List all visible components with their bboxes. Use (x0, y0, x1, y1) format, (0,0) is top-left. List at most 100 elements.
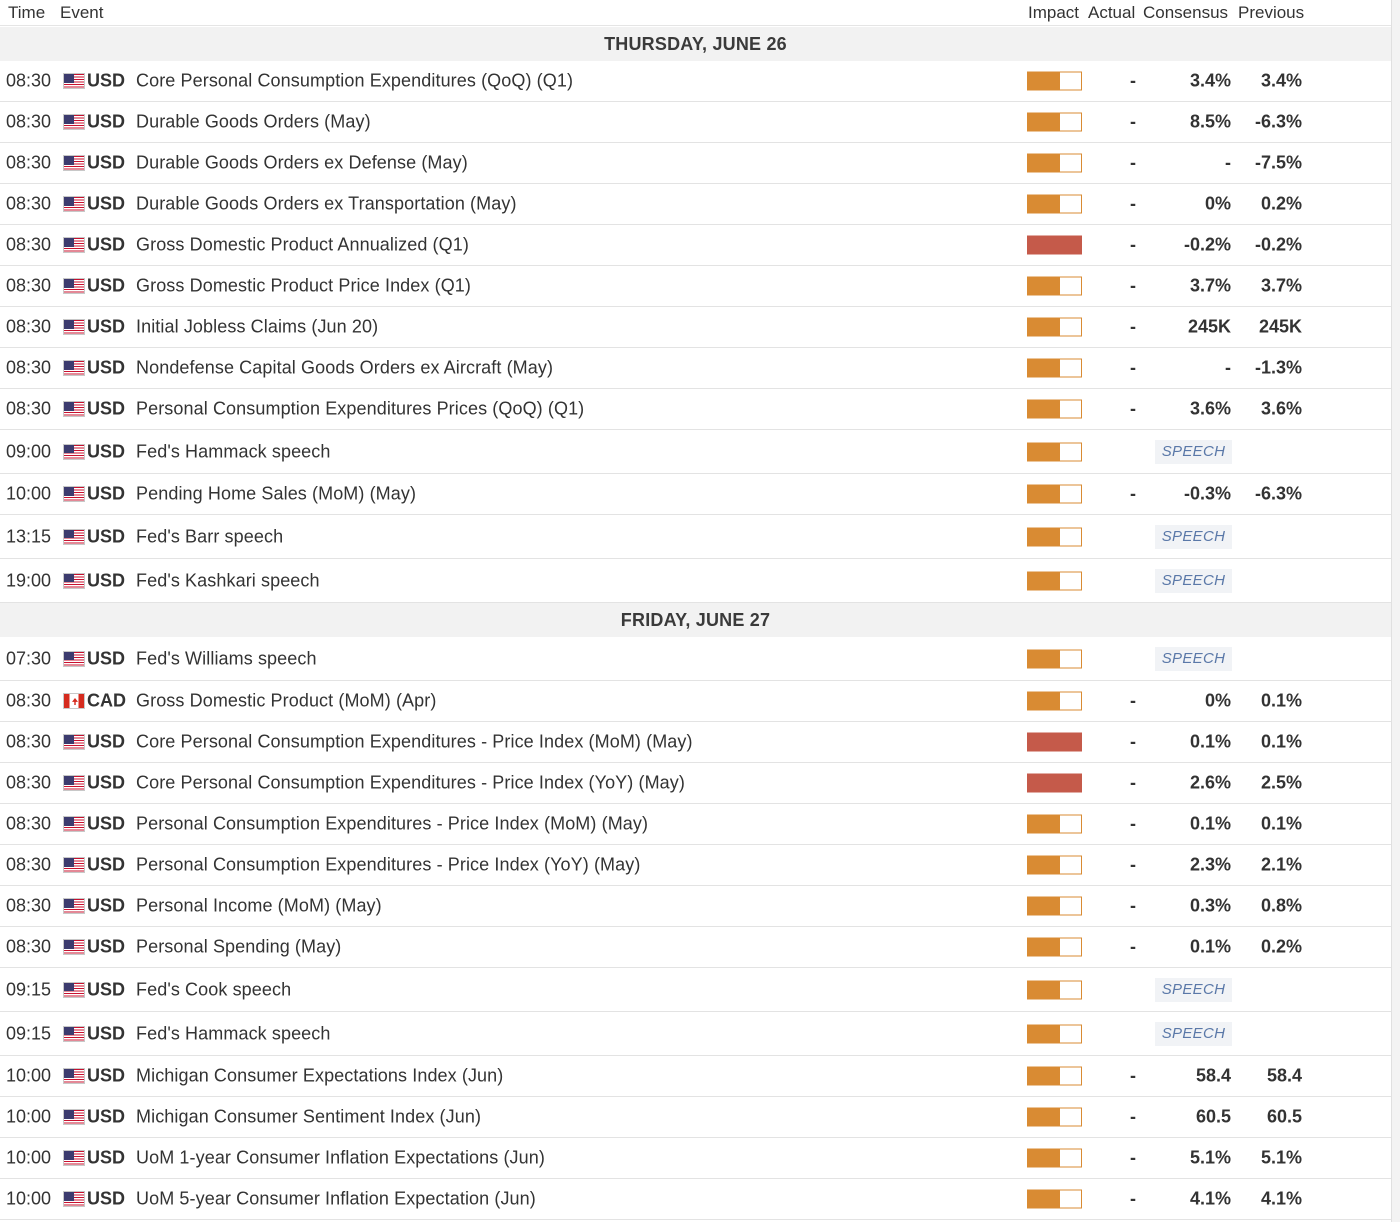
table-row[interactable]: 08:30 USD Personal Consumption Expenditure… (0, 845, 1391, 886)
column-header-time[interactable]: Time (8, 3, 46, 22)
table-row[interactable]: 08:30 USD Core Personal Consumption Expend… (0, 61, 1391, 102)
column-header-actual[interactable]: Actual (1088, 3, 1136, 22)
table-row[interactable]: 08:30 USD Durable Goods Orders ex Transpor… (0, 184, 1391, 225)
impact-fill (1028, 485, 1060, 503)
event-name[interactable]: UoM 5-year Consumer Inflation Expectatio… (136, 1188, 536, 1209)
vertical-scrollbar[interactable] (1391, 0, 1400, 1222)
impact-indicator (1027, 855, 1082, 875)
event-name[interactable]: Fed's Kashkari speech (136, 570, 320, 590)
impact-indicator (1027, 896, 1082, 916)
event-name[interactable]: Fed's Hammack speech (136, 441, 331, 461)
event-name[interactable]: UoM 1-year Consumer Inflation Expectatio… (136, 1147, 545, 1168)
impact-indicator (1027, 1189, 1082, 1209)
consensus-value: 60.5 (1195, 1106, 1231, 1127)
us-flag-icon (63, 775, 85, 791)
table-row[interactable]: 10:00 USD Pending Home Sales (MoM) (May) - -… (0, 474, 1391, 515)
table-row[interactable]: 08:30 USD Personal Spending (May) - 0.1% 0.2% (0, 927, 1391, 968)
event-name[interactable]: Personal Consumption Expenditures Prices… (136, 398, 585, 419)
previous-value: -1.3% (1254, 357, 1302, 378)
us-flag-icon (63, 443, 85, 460)
consensus-value: 8.5% (1189, 111, 1231, 132)
table-row[interactable]: 08:30 USD Initial Jobless Claims (Jun 20) -… (0, 307, 1391, 348)
table-row[interactable]: 09:15 USD Fed's Hammack speech SPEECH (0, 1012, 1391, 1056)
event-time: 08:30 (6, 731, 52, 752)
actual-value: - (1130, 111, 1136, 132)
event-time: 09:15 (6, 1023, 52, 1043)
previous-value: 0.1% (1260, 813, 1302, 834)
table-row[interactable]: 10:00 USD UoM 5-year Consumer Inflation Ex… (0, 1179, 1391, 1220)
event-time: 13:15 (6, 526, 52, 546)
impact-indicator (1027, 442, 1082, 461)
us-flag-icon (63, 1109, 85, 1125)
event-name[interactable]: Fed's Barr speech (136, 526, 284, 546)
impact-indicator (1027, 649, 1082, 668)
impact-indicator (1027, 235, 1082, 255)
event-name[interactable]: Core Personal Consumption Expenditures -… (136, 731, 693, 752)
event-name[interactable]: Personal Spending (May) (136, 936, 342, 957)
table-row[interactable]: 08:30 USD Personal Consumption Expenditure… (0, 804, 1391, 845)
table-row[interactable]: 08:30 USD Personal Consumption Expenditure… (0, 389, 1391, 430)
impact-fill (1028, 650, 1060, 667)
currency-code: USD (87, 570, 126, 590)
us-flag-icon (63, 528, 85, 545)
event-name[interactable]: Fed's Williams speech (136, 648, 317, 668)
event-name[interactable]: Core Personal Consumption Expenditures -… (136, 772, 685, 793)
event-name[interactable]: Gross Domestic Product Price Index (Q1) (136, 275, 472, 296)
table-row[interactable]: 19:00 USD Fed's Kashkari speech SPEECH (0, 559, 1391, 603)
speech-badge: SPEECH (1155, 524, 1232, 549)
table-row[interactable]: 08:30 USD Durable Goods Orders ex Defense … (0, 143, 1391, 184)
event-name[interactable]: Pending Home Sales (MoM) (May) (136, 483, 417, 504)
event-time: 08:30 (6, 357, 52, 378)
impact-indicator (1027, 153, 1082, 173)
event-name[interactable]: Core Personal Consumption Expenditures (… (136, 70, 574, 91)
event-name[interactable]: Gross Domestic Product (MoM) (Apr) (136, 690, 437, 711)
event-name[interactable]: Michigan Consumer Sentiment Index (Jun) (136, 1106, 482, 1127)
table-row[interactable]: 10:00 USD UoM 1-year Consumer Inflation Ex… (0, 1138, 1391, 1179)
event-time: 08:30 (6, 316, 52, 337)
previous-value: 5.1% (1260, 1147, 1302, 1168)
table-row[interactable]: 08:30 USD Core Personal Consumption Expend… (0, 722, 1391, 763)
event-name[interactable]: Durable Goods Orders (May) (136, 111, 371, 132)
column-header-previous[interactable]: Previous (1238, 3, 1305, 22)
event-name[interactable]: Personal Consumption Expenditures - Pric… (136, 854, 641, 875)
event-name[interactable]: Initial Jobless Claims (Jun 20) (136, 316, 379, 337)
actual-value: - (1130, 193, 1136, 214)
table-row[interactable]: 10:00 USD Michigan Consumer Sentiment Inde… (0, 1097, 1391, 1138)
table-row[interactable]: 08:30 USD Personal Income (MoM) (May) - 0.3%… (0, 886, 1391, 927)
column-header-consensus[interactable]: Consensus (1143, 3, 1229, 22)
actual-value: - (1130, 275, 1136, 296)
table-row[interactable]: 09:00 USD Fed's Hammack speech SPEECH (0, 430, 1391, 474)
table-row[interactable]: 08:30 USD Gross Domestic Product Price Ind… (0, 266, 1391, 307)
table-row[interactable]: 07:30 USD Fed's Williams speech SPEECH (0, 637, 1391, 681)
table-row[interactable]: 08:30 USD Core Personal Consumption Expend… (0, 763, 1391, 804)
table-row[interactable]: 08:30 USD Durable Goods Orders (May) - 8.5% -… (0, 102, 1391, 143)
previous-value: 2.1% (1260, 854, 1302, 875)
column-header-event[interactable]: Event (60, 3, 104, 22)
event-name[interactable]: Fed's Hammack speech (136, 1023, 331, 1043)
event-name[interactable]: Durable Goods Orders ex Transportation (… (136, 193, 517, 214)
event-name[interactable]: Michigan Consumer Expectations Index (Ju… (136, 1065, 504, 1086)
consensus-value: 2.6% (1189, 772, 1231, 793)
actual-value: - (1130, 1065, 1136, 1086)
table-row[interactable]: 08:30 USD Nondefense Capital Goods Orders … (0, 348, 1391, 389)
event-name[interactable]: Fed's Cook speech (136, 979, 292, 999)
impact-fill (1028, 443, 1060, 460)
us-flag-icon (63, 816, 85, 832)
table-row[interactable]: 08:30 CAD Gross Domestic Product (MoM) (Ap… (0, 681, 1391, 722)
event-name[interactable]: Personal Consumption Expenditures - Pric… (136, 813, 649, 834)
table-row[interactable]: 09:15 USD Fed's Cook speech SPEECH (0, 968, 1391, 1012)
event-name[interactable]: Durable Goods Orders ex Defense (May) (136, 152, 468, 173)
event-name[interactable]: Gross Domestic Product Annualized (Q1) (136, 234, 469, 255)
impact-fill (1028, 236, 1081, 254)
event-name[interactable]: Nondefense Capital Goods Orders ex Aircr… (136, 357, 554, 378)
previous-value: 0.1% (1260, 690, 1302, 711)
event-name[interactable]: Personal Income (MoM) (May) (136, 895, 382, 916)
previous-value: 2.5% (1260, 772, 1302, 793)
table-row[interactable]: 10:00 USD Michigan Consumer Expectations I… (0, 1056, 1391, 1097)
impact-indicator (1027, 276, 1082, 296)
event-time: 10:00 (6, 1188, 52, 1209)
column-header-impact[interactable]: Impact (1028, 3, 1080, 22)
table-row[interactable]: 13:15 USD Fed's Barr speech SPEECH (0, 515, 1391, 559)
us-flag-icon (63, 898, 85, 914)
table-row[interactable]: 08:30 USD Gross Domestic Product Annualize… (0, 225, 1391, 266)
